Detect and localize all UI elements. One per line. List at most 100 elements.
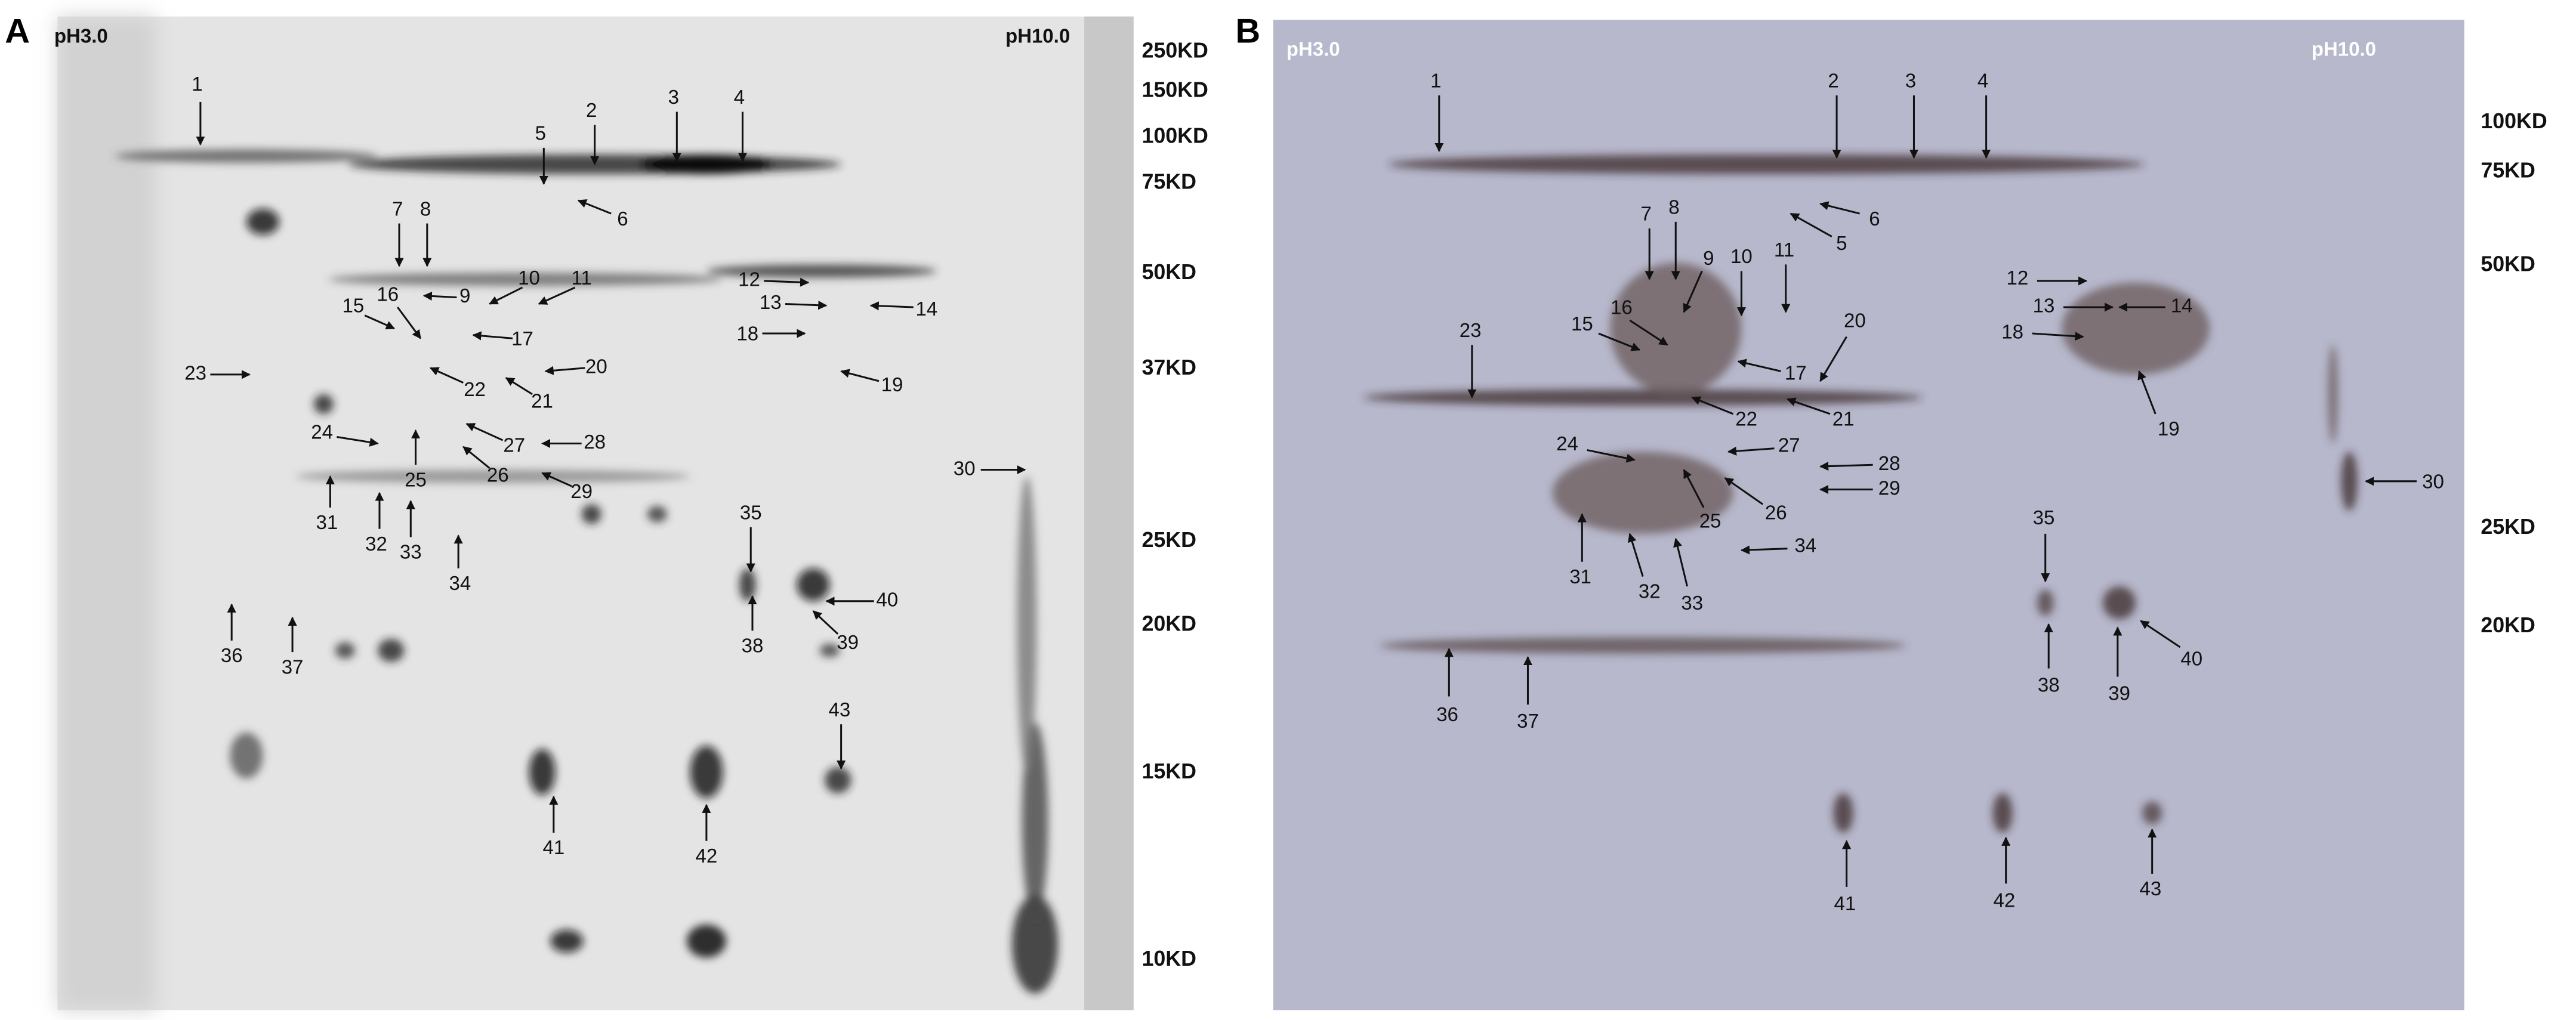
spot-label: 32 [1639,580,1661,602]
spot-arrow [505,377,533,395]
spot-label: 38 [742,635,764,657]
spot-label: 29 [1878,477,1901,499]
gel-spot [706,264,937,278]
mw-marker: 25KD [2481,515,2535,539]
mw-marker: 150KD [1142,78,1208,102]
gel-spot [797,568,830,601]
spot-label: 26 [1765,502,1787,524]
spot-arrow [541,472,572,487]
spot-arrow [812,610,839,635]
ph-label: pH3.0 [1287,38,1340,60]
spot-label: 20 [1844,309,1866,331]
spot-label: 23 [1460,319,1482,341]
gel-spot [1022,722,1048,920]
gel-spot [2341,452,2358,511]
gel-spot [2103,586,2136,620]
spot-label: 20 [585,356,607,378]
spot-label: 42 [1994,889,2016,911]
spot-label: 4 [1977,70,1988,92]
spot-arrow [577,199,612,215]
spot-arrow [472,331,513,341]
gel-spot [581,504,601,524]
spot-label: 2 [586,99,597,121]
spot-label: 25 [1699,509,1722,531]
spot-arrow [2137,370,2157,415]
gel-spot [1833,793,1853,833]
spot-label: 21 [531,390,553,412]
spot-label: 43 [2140,877,2162,900]
marker-lane [1084,16,1134,1010]
gel-spot [647,506,667,523]
spot-label: 12 [2007,267,2029,289]
spot-label: 16 [1611,296,1633,318]
spot-label: 43 [829,698,851,721]
gel-edge [57,16,156,1010]
gel-spot [550,929,584,953]
spot-arrow [1683,469,1705,508]
gel-spot [529,749,556,795]
gel-spot [739,568,756,601]
spot-arrow [1673,537,1688,587]
gel-spot [1388,154,2144,174]
spot-arrow [462,446,490,469]
gel-spot [640,154,772,174]
gel-spot [230,732,263,779]
spot-label: 18 [736,323,758,345]
spot-arrow [1587,449,1636,463]
gel-spot [2037,589,2054,616]
spot-arrow [429,367,464,384]
spot-label: 38 [2038,674,2060,696]
spot-label: 37 [282,656,304,678]
gel-spot [335,642,355,659]
spot-label: 18 [2001,321,2023,343]
gel-a-spots [115,149,1059,994]
spot-label: 34 [449,572,471,594]
ph-label: pH10.0 [2312,38,2376,60]
spot-label: 13 [2033,295,2055,317]
spot-arrow [422,291,457,301]
spot-label: 40 [2180,648,2202,670]
spot-label: 22 [1735,408,1757,430]
gel-spot [115,149,378,163]
spot-label: 40 [876,589,898,611]
gel-spot [2062,282,2210,375]
spot-arrow [1683,270,1703,313]
spot-arrow [785,301,828,310]
spot-arrow [1790,212,1832,237]
spot-label: 22 [464,378,486,400]
spot-label: 30 [2422,470,2444,492]
spot-label: 33 [400,541,422,563]
spot-label: 25 [405,469,427,491]
spot-label: 30 [954,457,976,479]
gel-spot [1017,476,1037,772]
spot-label: 8 [1668,196,1679,218]
spot-label: 16 [377,283,399,305]
spot-label: 42 [696,845,718,867]
spot-label: 7 [1641,203,1652,225]
spot-label: 35 [740,502,762,524]
spot-label: 17 [511,327,533,350]
gel-spot [690,746,723,799]
gel-spot [328,273,723,286]
spot-label: 14 [2171,295,2193,317]
spot-arrow [2032,332,2084,341]
spot-arrow [1819,336,1847,382]
mw-marker: 50KD [2481,252,2535,276]
spot-label: 10 [1730,245,1753,267]
gel-spot [686,925,726,958]
panel-label: B [1235,13,1260,51]
spot-label: 33 [1681,592,1703,614]
spot-arrow [1627,533,1644,577]
spot-label: 31 [316,511,338,533]
spot-label: 29 [570,480,593,502]
spot-label: 4 [734,86,745,108]
gel-spot [1363,389,1923,406]
spot-label: 5 [535,122,546,144]
ph-label: pH10.0 [1005,25,1070,47]
spot-label: 41 [1834,892,1856,914]
spot-label: 6 [1869,208,1880,230]
spot-arrow [1740,545,1788,555]
spot-label: 11 [571,267,591,289]
spot-label: 12 [738,268,760,290]
